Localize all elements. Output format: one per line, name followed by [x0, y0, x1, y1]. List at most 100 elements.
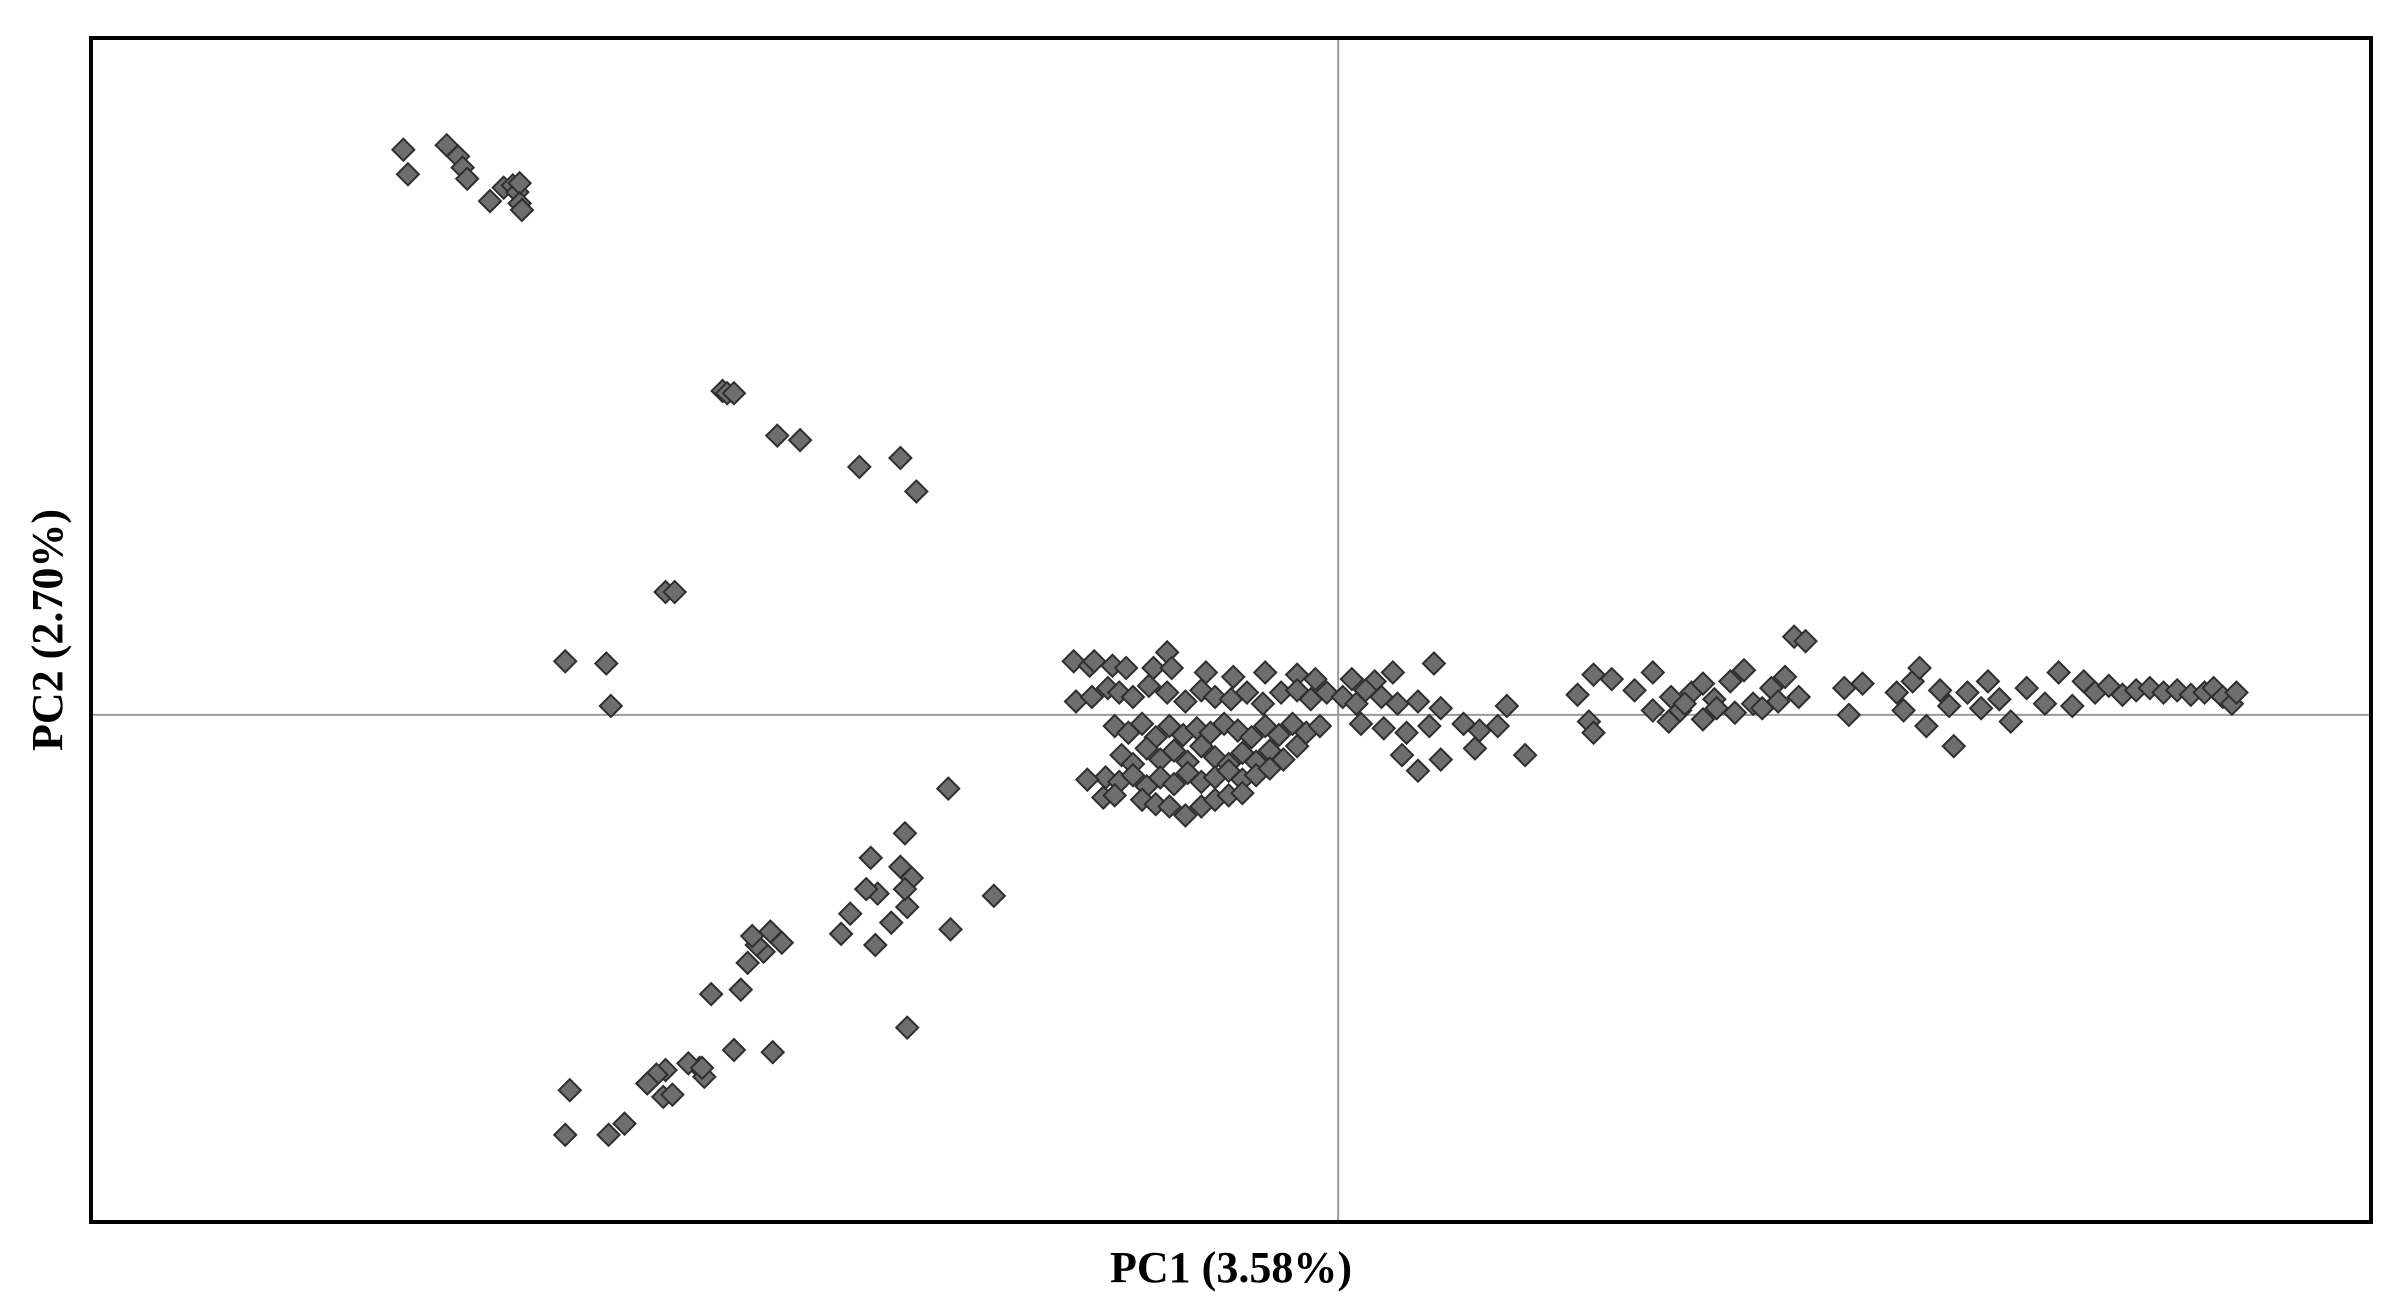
data-point: [938, 916, 963, 942]
data-point: [764, 423, 790, 449]
data-point: [1220, 664, 1246, 690]
data-point: [862, 932, 888, 958]
data-point: [1416, 713, 1442, 739]
data-point: [1161, 738, 1187, 764]
data-point: [612, 1111, 637, 1137]
data-point: [1884, 680, 1910, 705]
data-point: [1159, 655, 1185, 681]
data-point: [593, 651, 619, 676]
data-point: [662, 579, 688, 605]
data-point: [1385, 691, 1410, 717]
data-point: [1581, 720, 1606, 746]
data-point: [1120, 762, 1146, 788]
data-point: [1389, 742, 1415, 768]
data-point: [509, 197, 535, 223]
data-point: [1955, 680, 1980, 705]
x-axis-label: PC1 (3.58%): [1110, 1243, 1352, 1292]
data-point: [454, 166, 480, 192]
data-point: [1690, 706, 1716, 732]
data-point: [1102, 782, 1128, 808]
data-point: [1239, 724, 1264, 750]
data-point: [1154, 680, 1180, 705]
data-point: [1188, 733, 1214, 759]
data-point: [1421, 651, 1447, 676]
data-point: [2059, 693, 2085, 719]
data-point: [1284, 733, 1310, 759]
data-point: [1765, 689, 1791, 714]
data-point: [787, 427, 813, 453]
data-point: [1394, 720, 1419, 746]
data-point: [1998, 709, 2024, 735]
data-point: [1913, 713, 1939, 739]
data-points: [390, 132, 2249, 1148]
data-point: [1772, 664, 1798, 690]
data-point: [477, 188, 503, 214]
data-point: [1512, 742, 1538, 768]
data-point: [894, 894, 920, 920]
data-point: [552, 648, 578, 674]
data-point: [1339, 666, 1365, 692]
data-point: [1722, 700, 1748, 726]
data-point: [1672, 691, 1698, 717]
data-point: [1405, 689, 1431, 714]
data-point: [1485, 713, 1511, 739]
data-point: [1793, 628, 1818, 654]
data-point: [1380, 660, 1406, 685]
data-point: [1891, 698, 1917, 723]
data-point: [1731, 657, 1757, 683]
data-point: [1172, 803, 1198, 828]
data-point: [1307, 713, 1333, 739]
data-point: [1302, 666, 1328, 692]
data-point: [837, 901, 863, 927]
data-point: [1494, 693, 1520, 719]
data-point: [903, 479, 929, 504]
data-point: [1129, 711, 1155, 737]
data-point: [557, 1077, 583, 1103]
data-point: [892, 820, 918, 846]
data-point: [760, 1039, 786, 1065]
data-point: [1927, 677, 1953, 703]
data-point: [1850, 671, 1875, 697]
data-point: [698, 981, 724, 1007]
data-point: [1656, 709, 1682, 735]
data-point: [1565, 682, 1590, 708]
data-point: [1229, 780, 1255, 806]
data-point: [1348, 711, 1374, 737]
data-point: [1462, 735, 1488, 761]
data-point: [735, 950, 761, 976]
data-point: [1113, 655, 1139, 681]
data-point: [721, 380, 747, 406]
data-point: [853, 876, 879, 902]
data-point: [1134, 735, 1160, 761]
data-point: [596, 1122, 621, 1148]
data-point: [1079, 684, 1105, 710]
data-point: [878, 910, 904, 936]
data-point: [552, 1122, 578, 1148]
plot-frame: [89, 36, 2373, 1224]
data-point: [1266, 722, 1292, 748]
data-point: [1704, 695, 1730, 721]
data-point: [1428, 747, 1454, 772]
data-point: [1252, 660, 1278, 685]
data-point: [1599, 666, 1625, 692]
data-point: [1986, 686, 2012, 712]
data-point: [598, 693, 624, 719]
data-point: [1234, 680, 1260, 705]
data-point: [1640, 660, 1666, 685]
data-point: [2046, 660, 2072, 685]
data-point: [1717, 668, 1743, 694]
data-point: [1581, 662, 1606, 688]
data-point: [935, 776, 961, 802]
data-point: [1157, 794, 1182, 819]
data-point: [659, 1082, 685, 1108]
data-point: [1936, 693, 1962, 719]
data-point: [728, 977, 754, 1003]
data-point: [981, 883, 1007, 909]
data-point: [1690, 671, 1716, 697]
data-point: [1250, 691, 1276, 717]
data-point: [395, 161, 421, 187]
data-point: [1640, 698, 1666, 723]
data-point: [846, 454, 872, 480]
data-point: [1202, 684, 1228, 710]
